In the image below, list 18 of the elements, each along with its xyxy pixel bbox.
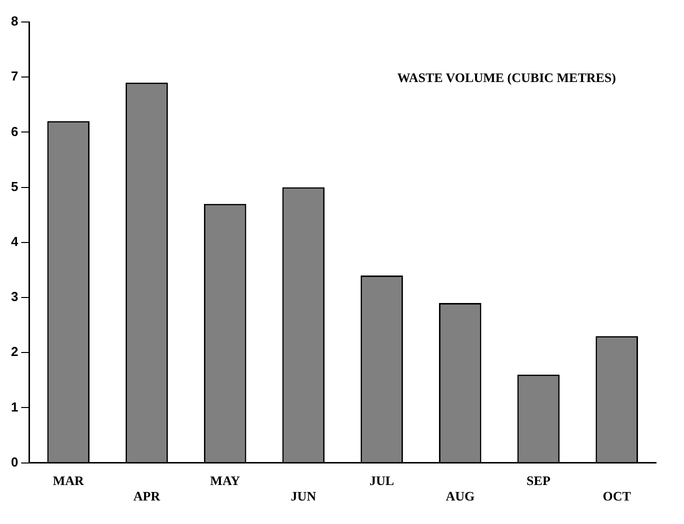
- x-tick-label: SEP: [526, 472, 550, 488]
- y-tick-label: 8: [10, 14, 18, 29]
- y-tick-label: 6: [10, 124, 18, 139]
- x-tick-label: JUN: [290, 488, 317, 504]
- x-tick-label: AUG: [446, 488, 475, 504]
- x-tick-label: OCT: [602, 488, 632, 504]
- x-tick-label: MAY: [210, 472, 241, 488]
- x-tick-label: APR: [133, 488, 161, 504]
- y-tick-label: 3: [10, 289, 18, 304]
- y-tick-label: 2: [10, 344, 18, 360]
- y-tick-label: 7: [10, 68, 18, 84]
- y-tick-label: 5: [10, 178, 18, 194]
- y-tick-label: 0: [10, 454, 18, 470]
- x-tick-label: MAR: [52, 472, 85, 488]
- text: WASTE VOLUME (CUBIC METRES): [397, 70, 616, 85]
- x-tick-label: JUL: [370, 472, 394, 488]
- y-tick-label: 4: [10, 234, 19, 249]
- y-tick-label: 1: [10, 399, 18, 414]
